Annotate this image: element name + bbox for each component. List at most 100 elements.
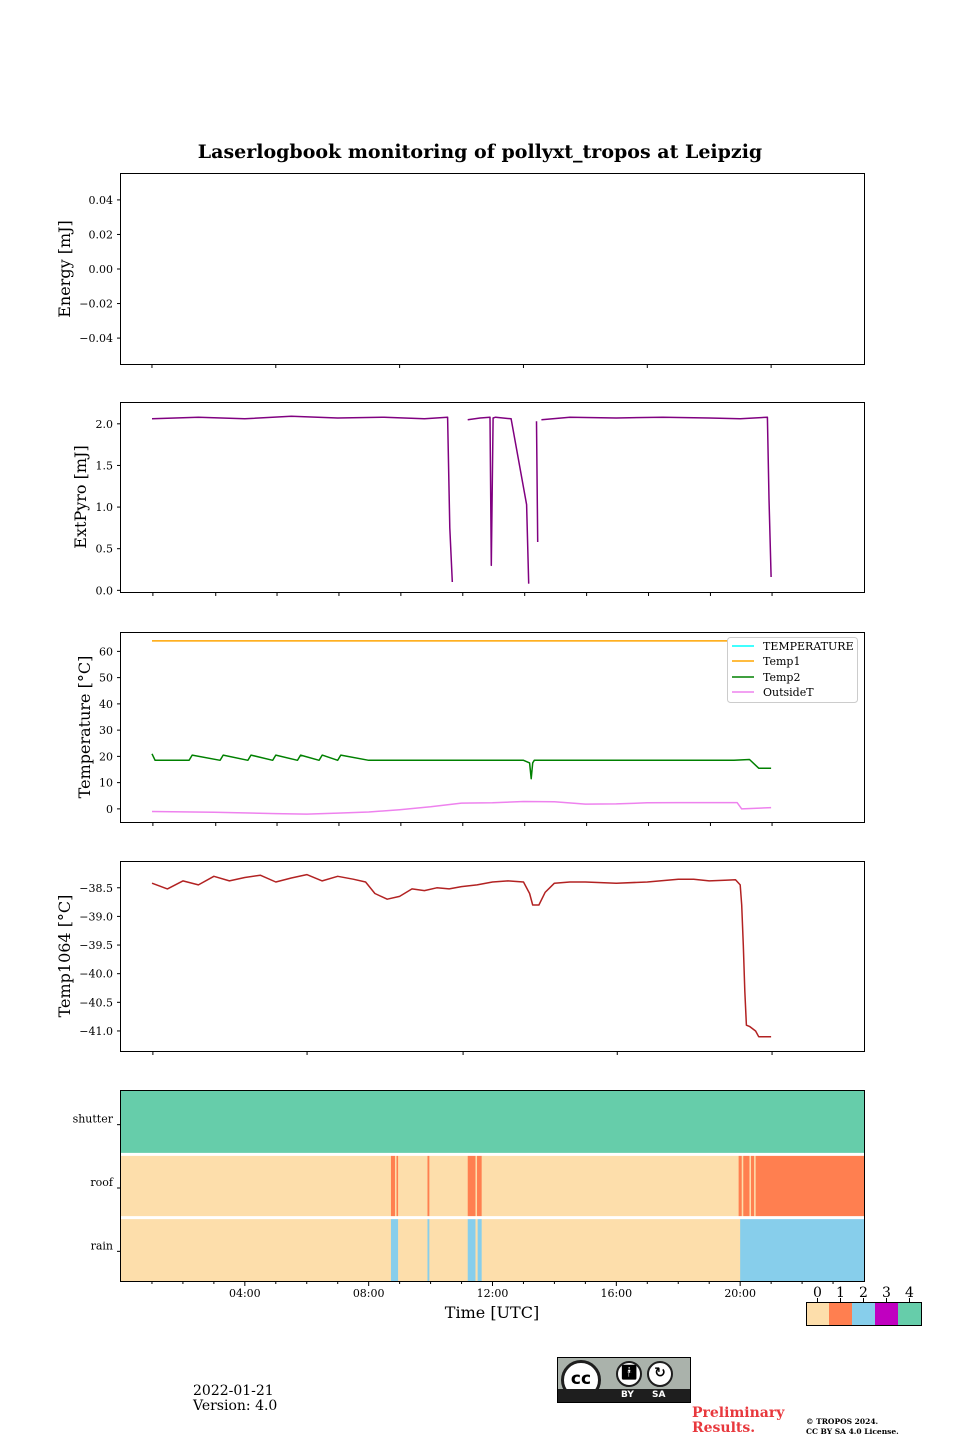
cc-by-label: BY bbox=[621, 1390, 634, 1400]
status-xtick-label: 16:00 bbox=[600, 1287, 632, 1300]
energy-plot-area: 0.04 0.02 0.00 −0.02 −0.04 bbox=[79, 194, 772, 368]
status-segment-rain bbox=[427, 1217, 430, 1281]
colorbar-tick-label: 4 bbox=[905, 1285, 914, 1301]
status-row-label: shutter bbox=[73, 1113, 114, 1126]
extpyro-ytick-label: 0.5 bbox=[96, 543, 114, 556]
temperature-ytick-label: 20 bbox=[99, 750, 113, 763]
status-xlabel: Time [UTC] bbox=[445, 1303, 539, 1322]
temp1064-ytick-label: −40.5 bbox=[79, 996, 113, 1009]
status-axes-frame bbox=[120, 1090, 865, 1282]
status-segment-roof bbox=[427, 1154, 430, 1218]
status-segment-roof bbox=[743, 1154, 750, 1218]
status-segment-roof bbox=[751, 1154, 755, 1218]
status-xtick-label: 04:00 bbox=[229, 1287, 261, 1300]
status-row-shutter bbox=[121, 1091, 864, 1155]
cc-sa-label: SA bbox=[652, 1390, 666, 1400]
temp1064-panel: −38.5 −39.0 −39.5 −40.0 −40.5 −41.0 Temp1064 … bbox=[55, 861, 865, 1055]
series-temp2 bbox=[151, 753, 772, 780]
footer-version: Version: 4.0 bbox=[193, 1398, 278, 1414]
status-row-label: rain bbox=[91, 1239, 113, 1252]
copyright-line-2: CC BY SA 4.0 License. bbox=[806, 1427, 899, 1436]
footer-date-block: 2022-01-21 Version: 4.0 bbox=[193, 1384, 277, 1414]
energy-ytick-label: −0.04 bbox=[79, 332, 113, 345]
preliminary-results-note: Preliminary Results. bbox=[692, 1406, 784, 1436]
legend-label-temp2: Temp2 bbox=[763, 671, 800, 684]
temp1064-ytick-label: −39.5 bbox=[79, 939, 113, 952]
temperature-ytick-label: 30 bbox=[99, 724, 113, 737]
colorbar-tick-label: 2 bbox=[859, 1285, 868, 1301]
legend-frame bbox=[727, 637, 858, 703]
colorbar-swatch bbox=[875, 1302, 898, 1325]
temp1064-plot-area: −38.5 −39.0 −39.5 −40.0 −40.5 −41.0 bbox=[79, 873, 773, 1055]
extpyro-ytick-label: 0.0 bbox=[96, 584, 114, 597]
share-alike-icon: ↻ bbox=[647, 1361, 673, 1387]
legend-label-outsidet: OutsideT bbox=[763, 686, 814, 699]
energy-panel: 0.04 0.02 0.00 −0.02 −0.04 Energy [mJ] bbox=[55, 173, 865, 368]
temp1064-ylabel: Temp1064 [°C] bbox=[55, 895, 74, 1018]
temperature-ytick-label: 10 bbox=[99, 777, 113, 790]
series-extpyro bbox=[151, 415, 772, 584]
energy-ytick-label: 0.04 bbox=[89, 194, 114, 207]
colorbar-tick-label: 3 bbox=[882, 1285, 891, 1301]
extpyro-ytick-label: 1.0 bbox=[96, 501, 114, 514]
colorbar-frame bbox=[806, 1302, 922, 1326]
temperature-plot-area: 60 50 40 30 20 10 0 bbox=[99, 640, 773, 826]
series-outsidet bbox=[151, 800, 772, 815]
footer-date: 2022-01-21 bbox=[193, 1383, 274, 1399]
status-segment-rain bbox=[390, 1217, 399, 1281]
temp1064-ytick-label: −39.0 bbox=[79, 910, 113, 923]
status-xtick-label: 20:00 bbox=[724, 1287, 756, 1300]
preliminary-text: Preliminary bbox=[692, 1405, 785, 1421]
energy-ytick-label: 0.02 bbox=[89, 228, 114, 241]
status-xtick-label: 12:00 bbox=[477, 1287, 509, 1300]
temperature-ytick-label: 50 bbox=[99, 672, 113, 685]
colorbar-tick-label: 1 bbox=[836, 1285, 845, 1301]
status-segment-roof bbox=[396, 1154, 399, 1218]
attribution-person-icon: 🚹︎ bbox=[616, 1361, 642, 1387]
cc-by-sa-badge: cc 🚹︎ ↻ BY SA bbox=[557, 1357, 691, 1403]
status-row-label: roof bbox=[90, 1176, 114, 1189]
colorbar-swatch bbox=[829, 1302, 852, 1325]
cc-logo-text: cc bbox=[570, 1369, 592, 1389]
status-segment-roof bbox=[390, 1154, 395, 1218]
temperature-ytick-label: 0 bbox=[106, 803, 113, 816]
temp1064-ytick-label: −41.0 bbox=[79, 1025, 113, 1038]
status-segment-rain bbox=[740, 1217, 864, 1281]
status-segment-roof bbox=[755, 1154, 864, 1218]
energy-ylabel: Energy [mJ] bbox=[55, 220, 74, 318]
status-plot-area: shutter roof rain 04:00 08:00 12:00 16:00 20:00 bbox=[73, 1091, 864, 1300]
legend-label-temperature: TEMPERATURE bbox=[763, 640, 854, 653]
legend-label-temp1: Temp1 bbox=[763, 655, 800, 668]
status-segment-rain bbox=[477, 1217, 482, 1281]
energy-ytick-label: −0.02 bbox=[79, 298, 113, 311]
temp1064-ytick-label: −40.0 bbox=[79, 968, 113, 981]
colorbar-swatch bbox=[898, 1302, 921, 1325]
status-segment-roof bbox=[738, 1154, 742, 1218]
extpyro-ylabel: ExtPyro [mJ] bbox=[71, 445, 90, 548]
temp1064-axes-frame bbox=[120, 861, 865, 1052]
status-xtick-label: 08:00 bbox=[353, 1287, 385, 1300]
temperature-panel: 60 50 40 30 20 10 0 Temperature [°C] TEMPERATU… bbox=[75, 632, 865, 826]
status-panel: shutter roof rain 04:00 08:00 12:00 16:00 20:00… bbox=[73, 1090, 865, 1322]
extpyro-plot-area: 2.0 1.5 1.0 0.5 0.0 bbox=[96, 415, 773, 597]
results-text: Results. bbox=[692, 1420, 756, 1436]
temperature-ytick-label: 40 bbox=[99, 698, 113, 711]
temperature-ylabel: Temperature [°C] bbox=[75, 656, 94, 799]
colorbar-swatch bbox=[852, 1302, 875, 1325]
copyright-note: © TROPOS 2024. CC BY SA 4.0 License. bbox=[806, 1417, 899, 1437]
series-temp1064 bbox=[151, 873, 772, 1038]
page-title: Laserlogbook monitoring of pollyxt_tropo… bbox=[197, 141, 763, 163]
status-segment-rain bbox=[467, 1217, 476, 1281]
extpyro-ytick-label: 1.5 bbox=[96, 459, 114, 472]
cc-badge-bar: BY SA bbox=[558, 1389, 690, 1402]
copyright-line-1: © TROPOS 2024. bbox=[806, 1417, 879, 1426]
energy-axes-frame bbox=[120, 173, 865, 365]
temp1064-ytick-label: −38.5 bbox=[79, 882, 113, 895]
extpyro-ytick-label: 2.0 bbox=[96, 418, 114, 431]
temperature-legend: TEMPERATURE Temp1 Temp2 OutsideT bbox=[727, 637, 858, 703]
energy-ytick-label: 0.00 bbox=[89, 263, 114, 276]
colorbar-tick-label: 0 bbox=[813, 1285, 822, 1301]
colorbar-swatch bbox=[806, 1302, 829, 1325]
